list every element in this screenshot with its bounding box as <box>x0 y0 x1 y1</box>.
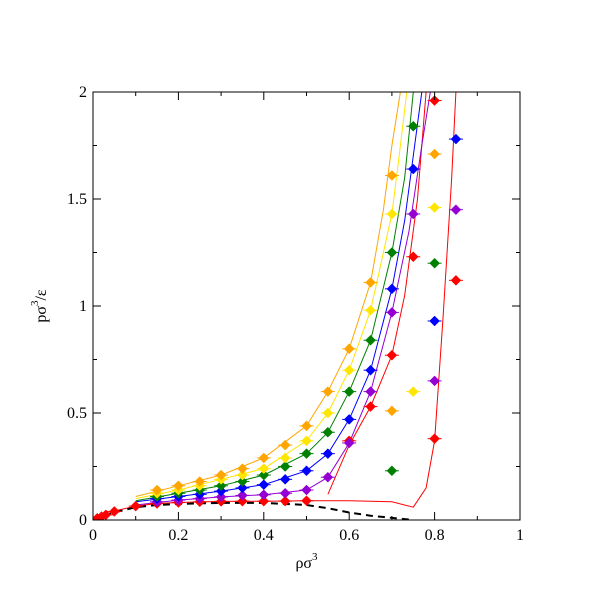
series-line <box>135 92 423 503</box>
series-line <box>93 92 457 520</box>
y-tick-label: 1.5 <box>67 191 87 208</box>
x-tick-label: 0.4 <box>254 527 274 544</box>
plot-area <box>93 92 463 520</box>
y-tick-label: 0 <box>79 512 87 529</box>
x-tick-label: 0.6 <box>339 527 359 544</box>
tick-labels: 0 0.2 0.4 0.6 0.8 1 0 0.5 1 1.5 2 <box>67 84 524 544</box>
x-tick-label: 1 <box>516 527 524 544</box>
x-tick-label: 0.2 <box>168 527 188 544</box>
x-tick-label: 0.8 <box>425 527 445 544</box>
y-tick-label: 2 <box>79 84 87 101</box>
y-tick-label: 0.5 <box>67 405 87 422</box>
axis-ticks <box>92 91 521 521</box>
x-tick-label: 0 <box>89 527 97 544</box>
x-axis-label: ρσ3 <box>295 551 318 572</box>
y-axis-label: pσ3/ε <box>29 289 50 323</box>
y-tick-label: 1 <box>79 298 87 315</box>
